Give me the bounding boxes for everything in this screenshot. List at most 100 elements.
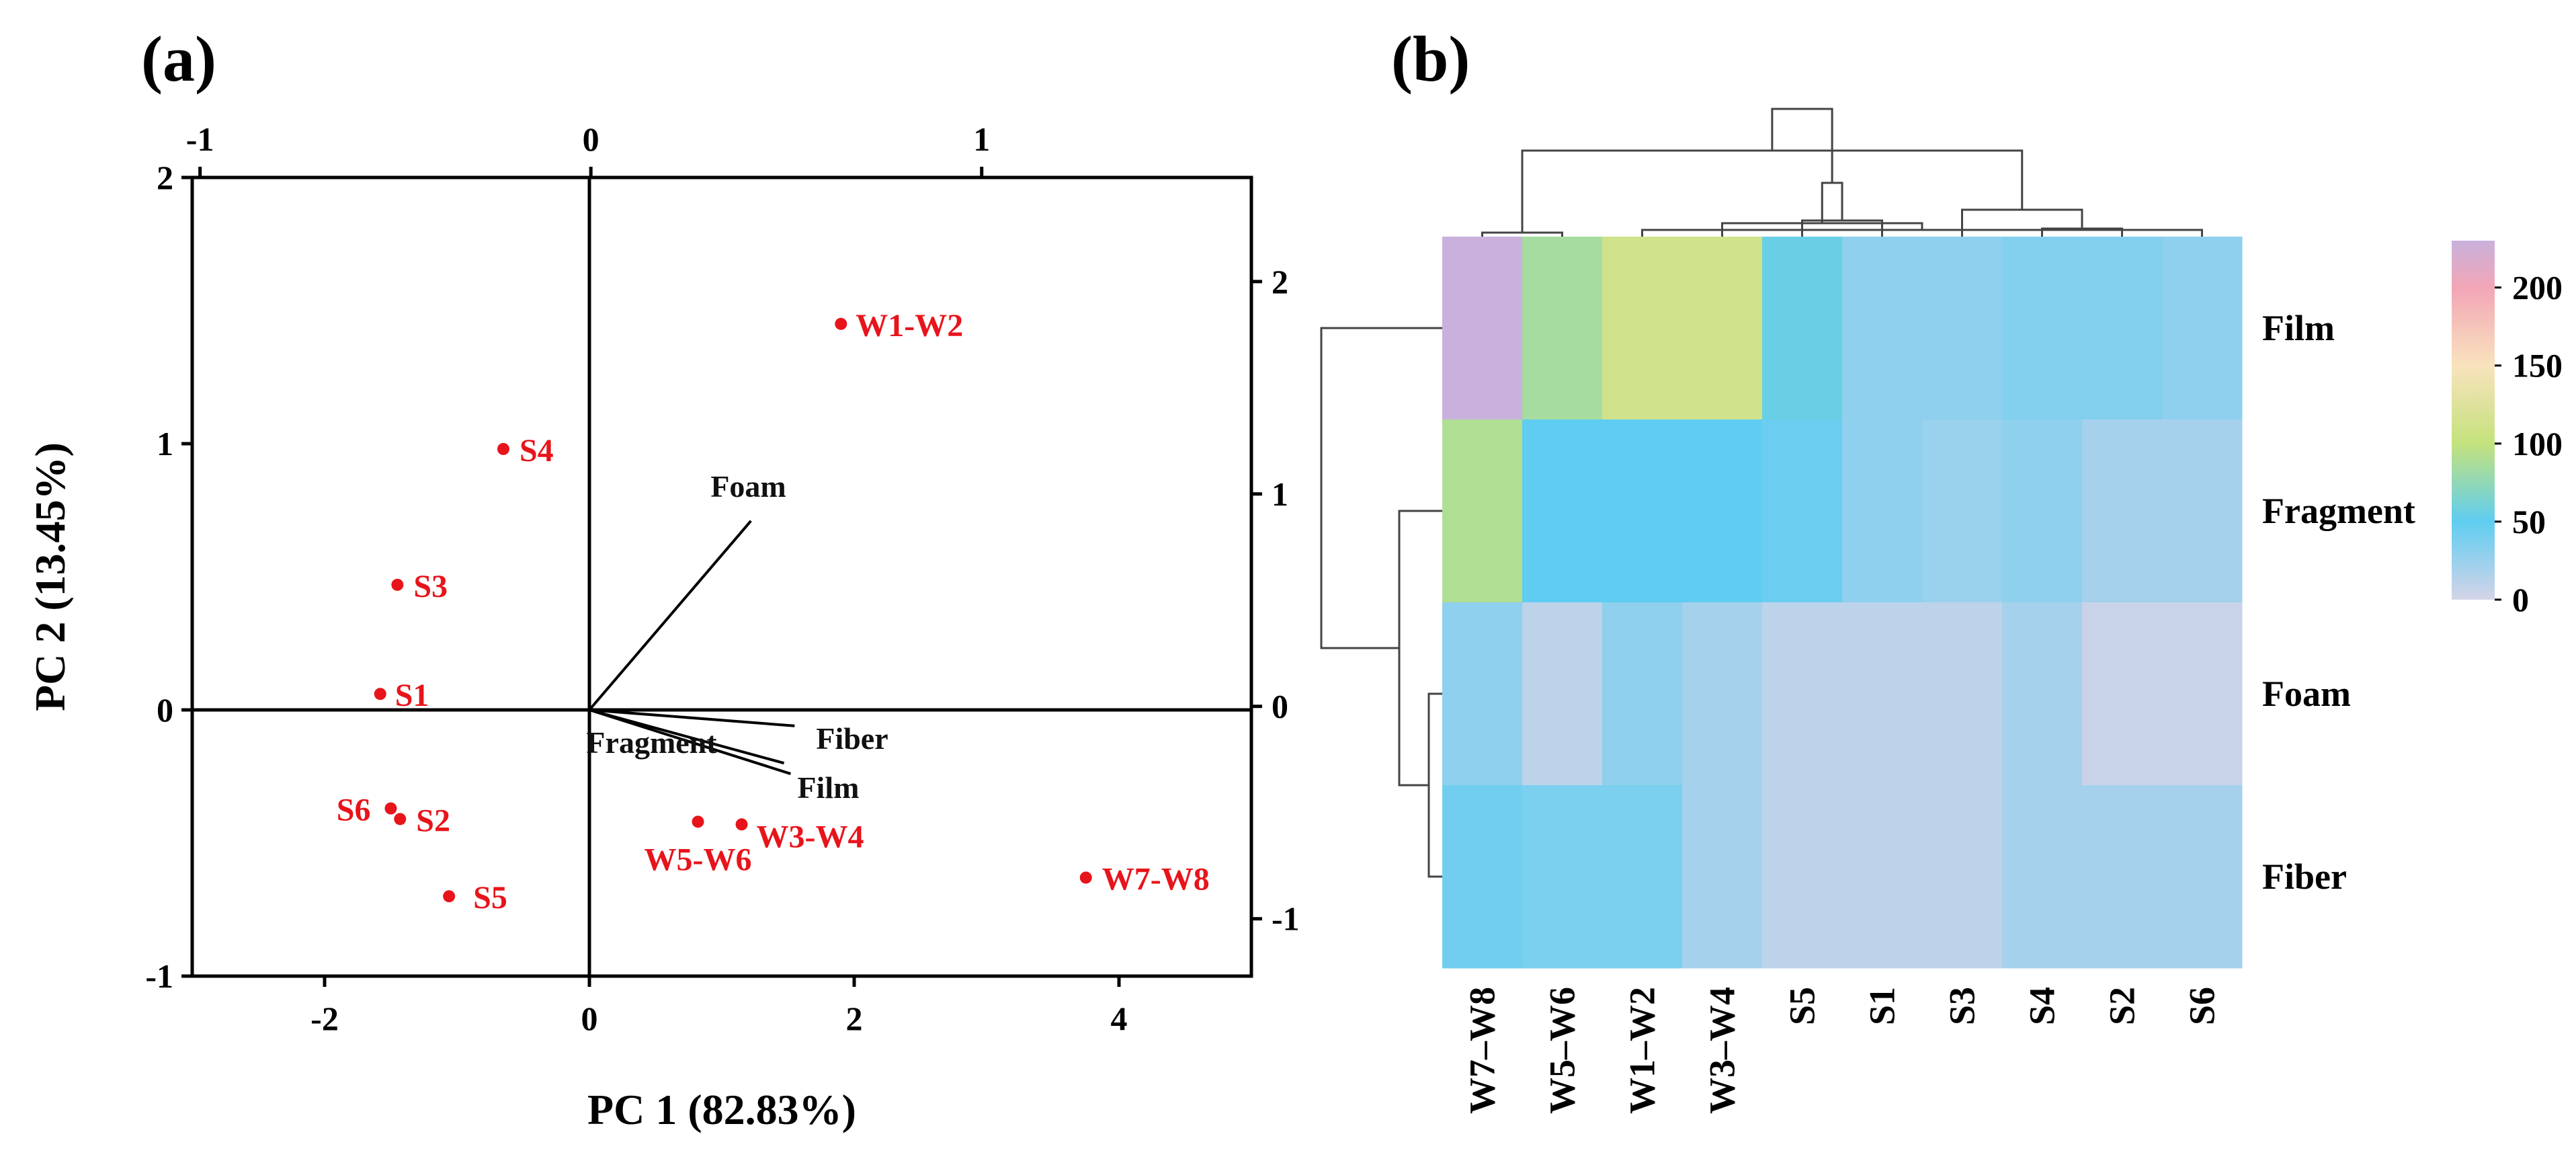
score-point: [1079, 871, 1092, 884]
score-point: [835, 317, 847, 330]
row-label: Fragment: [2262, 491, 2415, 531]
score-point: [497, 442, 509, 455]
heatmap-cell: [2082, 602, 2163, 786]
heatmap-cell: [1522, 419, 1603, 603]
y-axis-title: PC 2 (13.45%): [26, 442, 74, 711]
heatmap-cell: [1602, 237, 1683, 420]
loading-vector-fiber: [589, 709, 795, 727]
column-dendrogram-link: [1521, 149, 2024, 233]
loading-vector-foam: [588, 520, 752, 711]
heatmap-cell: [1842, 237, 1923, 420]
colorbar-tick-label: 100: [2512, 425, 2563, 463]
y-tick-label: 0: [157, 691, 173, 729]
heatmap-cell: [1602, 602, 1683, 786]
plot-frame: [190, 175, 1253, 978]
x-axis-title: PC 1 (82.83%): [587, 1086, 856, 1133]
heatmap-cell: [2002, 237, 2083, 420]
x-tick-label: 0: [581, 1000, 598, 1037]
score-point: [374, 688, 386, 700]
loading-label: Fragment: [586, 725, 717, 760]
row-dendrogram-link: [1398, 510, 1442, 787]
x-tick-label: 2: [846, 1000, 863, 1037]
heatmap-cell: [1682, 602, 1763, 786]
column-label: W3–W4: [1702, 987, 1743, 1114]
column-label: S6: [2182, 987, 2222, 1025]
loading-label: Foam: [710, 469, 786, 504]
loading-label: Fiber: [816, 721, 888, 756]
row-dendrogram: [1320, 327, 1442, 878]
colorbar-tick-label: 150: [2512, 347, 2563, 385]
heatmap-cell: [1842, 419, 1923, 603]
colorbar-tick-label: 200: [2512, 269, 2563, 307]
row-dendrogram-link: [1320, 327, 1442, 649]
column-label: W5–W6: [1542, 987, 1583, 1114]
column-label: W7–W8: [1462, 987, 1503, 1114]
heatmap-cell: [1922, 419, 2003, 603]
row-labels: Film Fragment Foam Fiber: [2262, 308, 2415, 897]
score-point: [384, 802, 397, 815]
y-tick-label: 2: [157, 159, 173, 196]
row-label: Fiber: [2262, 856, 2347, 897]
heatmap-cell: [1442, 419, 1523, 603]
row-label: Foam: [2262, 674, 2351, 714]
loading-vector-film: [589, 709, 792, 775]
heatmap-cell: [1682, 237, 1763, 420]
colorbar-tick-label: 0: [2512, 581, 2529, 618]
heatmap-cell: [1762, 785, 1843, 969]
heatmap-cell: [1442, 602, 1523, 786]
heatmap-cell: [1922, 602, 2003, 786]
colorbar-tick-label: 50: [2512, 503, 2546, 540]
heatmap-cell: [2162, 419, 2243, 603]
column-label: S3: [1942, 987, 1983, 1025]
score-point: [443, 890, 456, 903]
column-dendrogram-link: [1961, 208, 2083, 237]
score-point: [692, 815, 704, 828]
x-tick-label: 4: [1111, 1000, 1128, 1037]
y-axis-ticks: -1 0 1 2: [145, 159, 192, 995]
point-label: S1: [395, 678, 429, 713]
x-axis-ticks: -2 0 2 4: [310, 976, 1128, 1037]
right-tick-label: 1: [1272, 475, 1288, 513]
point-label: S4: [520, 433, 554, 469]
heatmap-cell: [1442, 785, 1523, 969]
column-label: S5: [1782, 987, 1823, 1025]
top-axis-ticks: -1 0 1: [186, 120, 990, 177]
point-label: S3: [413, 569, 448, 604]
heatmap-cell: [1522, 785, 1603, 969]
heatmap-cell: [2002, 419, 2083, 603]
y-tick-label: -1: [145, 957, 173, 995]
column-dendrogram-link: [1641, 229, 2203, 237]
colorbar: [2452, 241, 2495, 600]
heatmap-cell: [2002, 602, 2083, 786]
column-dendrogram-link: [1821, 182, 1843, 223]
row-dendrogram-link: [1427, 692, 1442, 878]
heatmap-cell: [2162, 785, 2243, 969]
heatmap-cell: [1762, 237, 1843, 420]
pca-biplot: (a) Foam Fiber Film Fragment W1-W2 S4 S3 S1 S6 S…: [26, 23, 1300, 1133]
x-tick-label: -2: [310, 1000, 339, 1037]
heatmap-cell: [1762, 419, 1843, 603]
point-label: W5-W6: [645, 842, 752, 877]
heatmap-cell: [1442, 237, 1523, 420]
top-tick-label: 1: [973, 120, 990, 158]
heatmap-cell: [2082, 419, 2163, 603]
right-axis-ticks: -1 0 1 2: [1251, 263, 1300, 938]
heatmap-cells: [1442, 237, 2243, 969]
column-dendrogram: [1481, 108, 2203, 237]
column-dendrogram-link: [1771, 108, 1833, 183]
column-label: S1: [1862, 987, 1903, 1025]
heatmap-cell: [1602, 419, 1683, 603]
heatmap-cell: [1682, 785, 1763, 969]
heatmap-cell: [2162, 237, 2243, 420]
heatmap-cell: [1842, 602, 1923, 786]
point-label: W7-W8: [1102, 861, 1210, 897]
heatmap-cell: [2002, 785, 2083, 969]
y-tick-label: 1: [157, 425, 173, 463]
heatmap-cell: [1682, 419, 1763, 603]
heatmap-cell: [2162, 602, 2243, 786]
score-point: [391, 578, 404, 591]
heatmap-cell: [2082, 785, 2163, 969]
column-dendrogram-link: [1481, 231, 1563, 237]
